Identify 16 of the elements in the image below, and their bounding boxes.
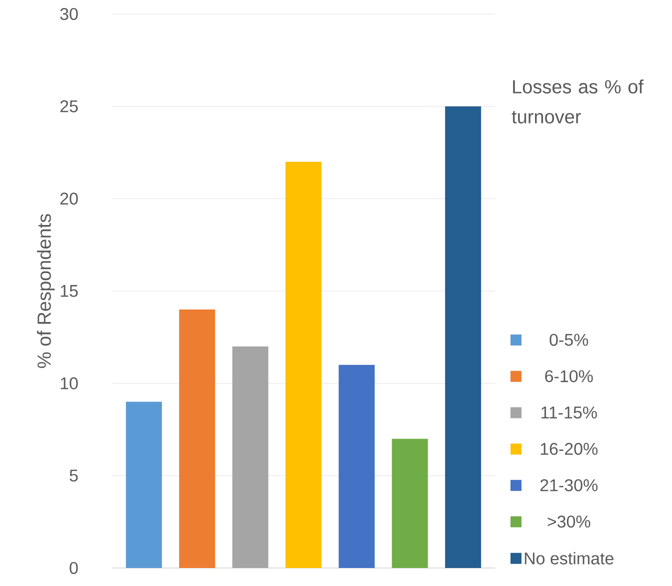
y-tick-label: 10 — [60, 377, 78, 390]
legend-label: 16-20% — [540, 442, 598, 455]
y-tick-label: 30 — [60, 8, 78, 20]
y-tick-label: 25 — [60, 100, 78, 112]
y-tick-label: 15 — [60, 285, 78, 297]
y-tick-label: 5 — [70, 470, 78, 482]
y-tick-label: 20 — [60, 192, 78, 205]
y-axis-title: % of Respondents — [36, 214, 55, 368]
legend-label: 21-30% — [540, 479, 598, 492]
legend-label: No estimate — [524, 552, 614, 564]
legend-title: Losses as % of turnover — [512, 80, 644, 124]
y-tick-label: 0 — [70, 562, 78, 574]
legend-label: 0-5% — [550, 334, 588, 346]
legend-label: 11-15% — [541, 406, 597, 419]
legend-label: >30% — [548, 516, 590, 528]
legend-label: 6-10% — [545, 370, 593, 382]
